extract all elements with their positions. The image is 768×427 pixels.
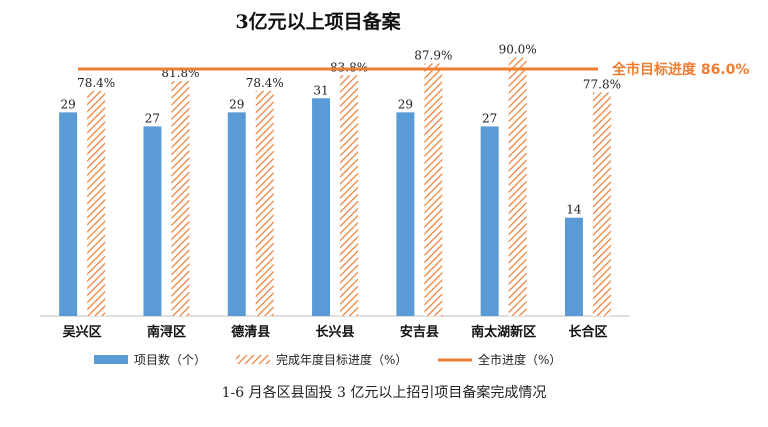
x-tick-label: 南太湖新区 [471,324,536,340]
legend-label-project-count: 项目数（个） [134,352,206,367]
data-label-progress: 87.9% [414,48,452,62]
x-tick-label: 长合区 [568,324,607,340]
bar-project-count [143,126,162,317]
x-tick-label: 吴兴区 [63,324,102,340]
bar-project-count [312,98,331,316]
data-label-project-count: 29 [61,97,76,111]
bar-project-count [480,126,499,317]
data-label-progress: 90.0% [499,42,537,56]
data-label-project-count: 31 [313,83,328,97]
bar-project-count [59,112,78,316]
x-tick-label: 南浔区 [147,324,186,340]
target-line-label: 全市目标进度 86.0% [611,61,749,78]
legend-swatch-project-count [94,355,128,364]
data-label-progress: 78.4% [77,76,115,90]
figure-caption: 1-6 月各区县固投 3 亿元以上招引项目备案完成情况 [221,385,547,401]
bar-progress [508,57,527,317]
bar-project-count [396,112,415,316]
bar-progress [255,90,274,316]
legend-label-progress: 完成年度目标进度（%） [276,352,407,367]
data-label-project-count: 29 [398,97,413,111]
legend-label-target: 全市进度（%） [478,352,561,367]
bar-progress [87,90,106,316]
data-label-project-count: 27 [145,111,160,125]
data-label-progress: 77.8% [583,78,621,92]
bar-progress [171,81,190,316]
bar-progress [592,92,611,316]
x-tick-label: 德清县 [231,324,270,340]
bar-project-count [564,217,583,316]
bar-project-count [227,112,246,316]
bar-progress [340,75,359,316]
chart-title: 3亿元以上项目备案 [235,10,401,33]
x-tick-label: 安吉县 [400,324,439,340]
data-label-progress: 78.4% [246,76,284,90]
data-label-progress: 83.8% [330,60,368,74]
x-tick-label: 长兴县 [316,324,355,340]
data-label-project-count: 27 [482,111,497,125]
data-label-project-count: 29 [229,97,244,111]
bar-progress [424,63,443,316]
legend-swatch-progress [236,355,270,364]
data-label-project-count: 14 [566,203,582,217]
